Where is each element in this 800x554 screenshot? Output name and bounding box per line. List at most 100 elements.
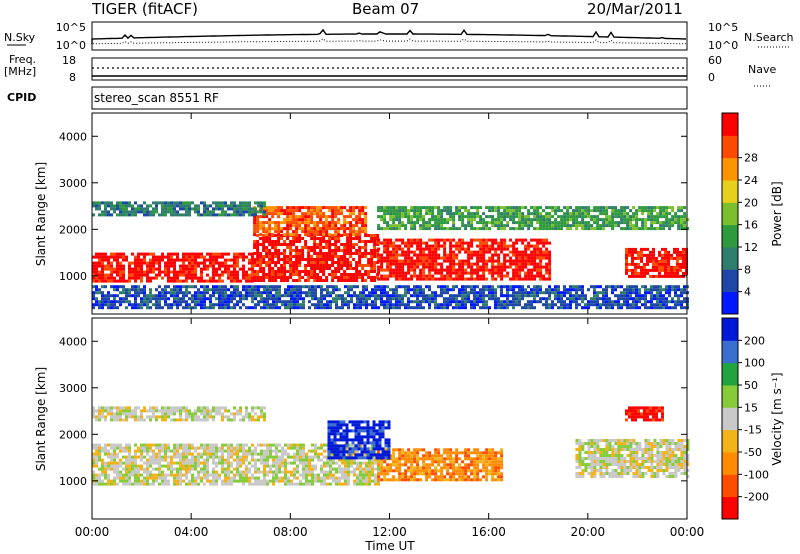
range-time-cell — [304, 243, 308, 246]
range-time-cell — [131, 455, 134, 459]
range-time-cell — [206, 470, 209, 474]
range-time-cell — [164, 479, 167, 483]
range-time-cell — [488, 209, 492, 213]
range-time-cell — [461, 259, 465, 263]
range-time-cell — [221, 464, 224, 468]
range-time-cell — [389, 253, 393, 257]
range-time-cell — [641, 227, 645, 231]
range-time-cell — [428, 244, 432, 248]
range-time-cell — [355, 249, 359, 252]
range-time-cell — [119, 461, 122, 465]
range-time-cell — [215, 201, 218, 205]
range-time-cell — [161, 473, 164, 477]
range-time-cell — [587, 288, 590, 292]
range-time-cell — [376, 252, 380, 255]
range-time-cell — [407, 265, 411, 269]
y-tick-label: 2000 — [59, 223, 87, 236]
range-time-cell — [116, 207, 119, 211]
range-time-cell — [443, 285, 446, 289]
range-time-cell — [346, 221, 350, 225]
range-time-cell — [664, 253, 667, 257]
range-time-cell — [680, 206, 684, 210]
range-time-cell — [194, 291, 197, 295]
range-time-cell — [253, 233, 257, 237]
range-time-cell — [649, 274, 652, 278]
range-time-cell — [671, 209, 675, 213]
range-time-cell — [358, 209, 362, 213]
range-time-cell — [364, 224, 368, 228]
range-time-cell — [179, 470, 182, 474]
range-time-cell — [197, 476, 200, 480]
range-time-cell — [293, 473, 296, 477]
range-time-cell — [271, 273, 275, 276]
range-time-cell — [352, 276, 356, 279]
range-time-cell — [230, 479, 233, 483]
range-time-cell — [275, 288, 278, 292]
range-time-cell — [413, 215, 417, 219]
range-time-cell — [632, 227, 636, 231]
range-time-cell — [377, 209, 381, 213]
range-time-cell — [590, 218, 594, 222]
range-time-cell — [407, 306, 410, 310]
range-time-cell — [337, 233, 341, 237]
range-time-cell — [104, 294, 107, 298]
range-time-cell — [376, 234, 380, 237]
range-time-cell — [530, 271, 534, 275]
range-time-cell — [155, 207, 158, 211]
range-time-cell — [209, 443, 212, 447]
range-time-cell — [298, 224, 302, 228]
range-time-cell — [416, 294, 419, 298]
range-time-cell — [134, 458, 137, 462]
range-time-cell — [389, 294, 392, 298]
range-time-cell — [307, 246, 311, 249]
range-time-cell — [437, 262, 441, 266]
range-time-cell — [140, 210, 143, 214]
range-time-cell — [515, 262, 519, 266]
range-time-cell — [370, 270, 374, 273]
range-time-cell — [152, 201, 155, 205]
range-time-cell — [659, 221, 663, 225]
range-time-cell — [515, 285, 518, 289]
range-time-cell — [659, 206, 663, 210]
range-time-cell — [185, 258, 188, 262]
range-time-cell — [656, 306, 659, 310]
range-time-cell — [283, 227, 287, 231]
range-time-cell — [278, 458, 281, 462]
range-time-cell — [572, 300, 575, 304]
range-time-cell — [265, 206, 269, 210]
range-time-cell — [512, 300, 515, 304]
range-time-cell — [206, 467, 209, 471]
range-time-cell — [134, 210, 137, 214]
range-time-cell — [215, 303, 218, 307]
range-time-cell — [173, 300, 176, 304]
range-time-cell — [452, 256, 456, 260]
range-time-cell — [305, 452, 308, 456]
range-time-cell — [161, 288, 164, 292]
range-time-cell — [215, 461, 218, 465]
range-time-cell — [236, 470, 239, 474]
range-time-cell — [119, 261, 122, 265]
range-time-cell — [512, 250, 516, 254]
scatter-band — [92, 285, 689, 310]
range-time-cell — [578, 212, 582, 216]
range-time-cell — [185, 210, 188, 214]
range-time-cell — [262, 270, 266, 273]
range-time-cell — [262, 206, 266, 210]
range-time-cell — [437, 306, 440, 310]
range-time-cell — [455, 300, 458, 304]
range-time-cell — [197, 264, 200, 268]
range-time-cell — [262, 243, 266, 246]
range-time-cell — [667, 265, 670, 269]
range-time-cell — [262, 230, 266, 234]
range-time-cell — [95, 273, 98, 277]
range-time-cell — [364, 252, 368, 255]
range-time-cell — [425, 206, 429, 210]
range-time-cell — [521, 268, 525, 272]
range-time-cell — [334, 227, 338, 231]
range-time-cell — [349, 206, 353, 210]
range-time-cell — [503, 212, 507, 216]
range-time-cell — [392, 250, 396, 254]
range-time-cell — [680, 218, 684, 222]
range-time-cell — [182, 297, 185, 301]
range-time-cell — [322, 215, 326, 219]
